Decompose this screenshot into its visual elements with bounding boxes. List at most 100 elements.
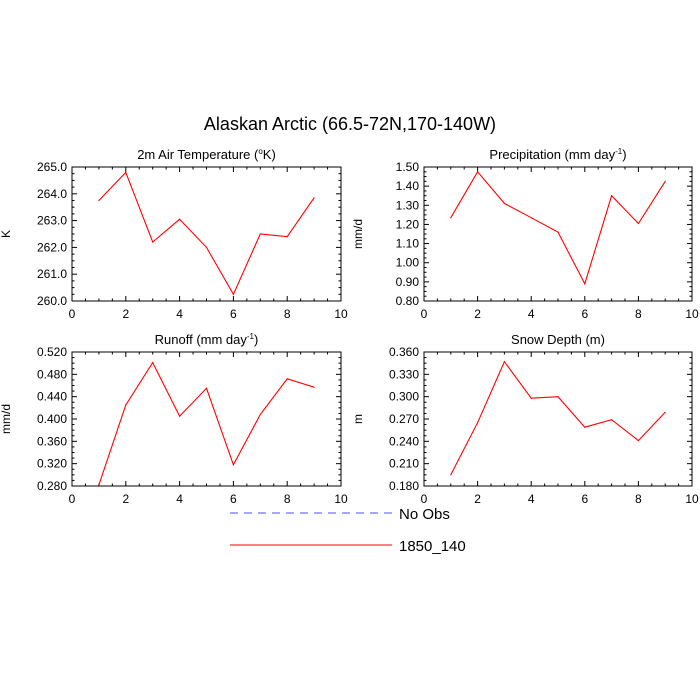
panel-title: 2m Air Temperature (oK) bbox=[137, 147, 276, 162]
data-point bbox=[584, 283, 586, 285]
y-tick-label: 264.0 bbox=[37, 187, 67, 201]
panel-title-superscript: -1 bbox=[247, 332, 255, 341]
x-tick-label: 4 bbox=[176, 307, 183, 321]
y-tick-label: 0.360 bbox=[389, 345, 419, 359]
data-point bbox=[611, 419, 613, 421]
data-point bbox=[611, 195, 613, 197]
data-point bbox=[205, 387, 208, 389]
data-point bbox=[477, 171, 479, 173]
data-point bbox=[232, 293, 234, 295]
data-point bbox=[637, 222, 640, 225]
chart-panel-2: 0 2 4 6 8 10 0.80 0.90 1.00 1.10 1.20 1.30 1.40 1.50 m… bbox=[351, 147, 699, 321]
data-point bbox=[477, 422, 479, 424]
data-point bbox=[664, 411, 666, 413]
x-tick-label: 4 bbox=[176, 492, 183, 506]
data-point bbox=[179, 218, 181, 220]
data-point bbox=[125, 171, 127, 173]
y-tick-label: 0.280 bbox=[37, 479, 67, 493]
data-point bbox=[313, 386, 315, 388]
panel-title-superscript: -1 bbox=[615, 147, 623, 156]
x-tick-label: 8 bbox=[284, 307, 291, 321]
y-tick-label: 0.270 bbox=[389, 412, 419, 426]
panel-title-main: Precipitation (mm day bbox=[489, 147, 615, 162]
data-point bbox=[259, 233, 261, 235]
y-axis-label: m bbox=[351, 414, 365, 424]
data-point bbox=[557, 231, 559, 233]
series-line-1850_140 bbox=[450, 360, 666, 476]
data-point bbox=[286, 378, 288, 380]
chart-panel-4: 0 2 4 6 8 10 0.180 0.210 0.240 0.270 0.300 0.330 0.3… bbox=[351, 332, 699, 506]
data-point bbox=[450, 474, 452, 476]
y-tick-label: 1.40 bbox=[396, 179, 420, 193]
y-axis-label: mm/d bbox=[351, 219, 365, 249]
y-tick-label: 1.10 bbox=[396, 237, 420, 251]
x-tick-label: 6 bbox=[581, 307, 588, 321]
y-tick-label: 263.0 bbox=[37, 214, 67, 228]
x-tick-label: 4 bbox=[528, 492, 535, 506]
legend-label-1: No Obs bbox=[399, 506, 450, 523]
data-point bbox=[205, 246, 208, 248]
series-line-1850_140 bbox=[450, 170, 666, 286]
series-line-1850_140 bbox=[98, 171, 315, 296]
data-point bbox=[313, 197, 315, 199]
series-line-1850_140 bbox=[98, 361, 315, 486]
legend-label-2: 1850_140 bbox=[399, 538, 466, 555]
data-point bbox=[503, 361, 505, 363]
panel-title: Precipitation (mm day-1) bbox=[489, 147, 626, 162]
y-tick-label: 262.0 bbox=[37, 240, 67, 254]
y-tick-label: 0.320 bbox=[37, 457, 67, 471]
y-tick-label: 0.400 bbox=[37, 412, 67, 426]
x-tick-label: 10 bbox=[685, 492, 699, 506]
y-tick-label: 1.00 bbox=[396, 256, 420, 270]
legend: No Obs 1850_140 bbox=[230, 506, 466, 555]
y-tick-label: 260.0 bbox=[37, 294, 67, 308]
x-tick-label: 8 bbox=[635, 307, 642, 321]
data-point bbox=[584, 426, 586, 428]
x-tick-label: 0 bbox=[421, 492, 428, 506]
data-point bbox=[530, 397, 532, 399]
x-tick-label: 2 bbox=[122, 492, 129, 506]
y-tick-label: 0.360 bbox=[37, 434, 67, 448]
data-point bbox=[152, 241, 154, 243]
x-tick-label: 2 bbox=[474, 307, 481, 321]
y-tick-label: 1.50 bbox=[396, 160, 420, 174]
y-axis-label: mm/d bbox=[0, 404, 13, 434]
data-point bbox=[98, 199, 100, 202]
data-point bbox=[450, 217, 452, 219]
data-point bbox=[530, 217, 532, 219]
panel-title: Snow Depth (m) bbox=[511, 332, 605, 347]
y-tick-label: 0.300 bbox=[389, 390, 419, 404]
plot-frame bbox=[423, 166, 693, 302]
x-tick-label: 6 bbox=[230, 307, 237, 321]
y-tick-label: 1.30 bbox=[396, 198, 420, 212]
y-tick-label: 0.520 bbox=[37, 345, 67, 359]
panel-title-tail: ) bbox=[254, 332, 258, 347]
y-tick-label: 0.480 bbox=[37, 367, 67, 381]
data-point bbox=[232, 464, 234, 466]
x-tick-label: 2 bbox=[474, 492, 481, 506]
y-axis-label: K bbox=[0, 230, 13, 238]
x-tick-label: 0 bbox=[69, 307, 76, 321]
x-tick-label: 6 bbox=[230, 492, 237, 506]
x-tick-label: 6 bbox=[581, 492, 588, 506]
chart-panel-1: 0 2 4 6 8 10 260.0 261.0 262.0 263.0 264.0 265.0 K 2m… bbox=[0, 147, 348, 321]
y-tick-label: 0.90 bbox=[396, 275, 420, 289]
x-tick-label: 10 bbox=[334, 492, 348, 506]
x-tick-label: 0 bbox=[69, 492, 76, 506]
y-tick-label: 0.330 bbox=[389, 367, 419, 381]
data-point bbox=[98, 484, 100, 486]
y-tick-label: 0.240 bbox=[389, 434, 419, 448]
data-point bbox=[179, 415, 181, 417]
y-tick-label: 265.0 bbox=[37, 160, 67, 174]
x-tick-label: 4 bbox=[528, 307, 535, 321]
y-tick-label: 1.20 bbox=[396, 217, 420, 231]
panel-title-tail: K) bbox=[263, 147, 276, 162]
y-tick-label: 261.0 bbox=[37, 267, 67, 281]
x-tick-label: 8 bbox=[635, 492, 642, 506]
figure-title: Alaskan Arctic (66.5-72N,170-140W) bbox=[204, 114, 496, 134]
y-tick-label: 0.440 bbox=[37, 390, 67, 404]
panel-title-main: 2m Air Temperature ( bbox=[137, 147, 259, 162]
panel-title-main: Snow Depth (m) bbox=[511, 332, 605, 347]
